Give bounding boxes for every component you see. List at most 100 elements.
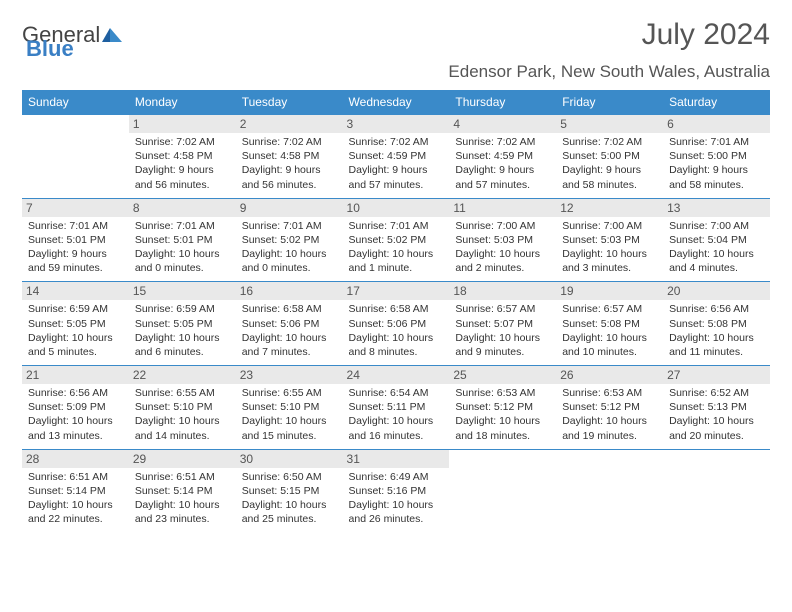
day-info-line: Daylight: 10 hours [242,331,337,345]
day-info-line: Sunset: 5:10 PM [135,400,230,414]
day-info-line: Sunrise: 6:51 AM [28,470,123,484]
day-number: 9 [236,199,343,217]
day-number: 14 [22,282,129,300]
day-info-line: and 13 minutes. [28,429,123,443]
day-info-line: and 3 minutes. [562,261,657,275]
location-text: Edensor Park, New South Wales, Australia [22,62,770,82]
calendar-day-cell: 8Sunrise: 7:01 AMSunset: 5:01 PMDaylight… [129,198,236,282]
day-info-line: Sunset: 5:02 PM [242,233,337,247]
calendar-day-cell: 1Sunrise: 7:02 AMSunset: 4:58 PMDaylight… [129,115,236,199]
day-number: 28 [22,450,129,468]
day-info-line: and 10 minutes. [562,345,657,359]
day-info-line: Sunrise: 7:01 AM [135,219,230,233]
day-info-line: and 2 minutes. [455,261,550,275]
day-number: 3 [343,115,450,133]
day-info-line: Sunrise: 6:55 AM [135,386,230,400]
calendar-day-cell: 10Sunrise: 7:01 AMSunset: 5:02 PMDayligh… [343,198,450,282]
day-number: 10 [343,199,450,217]
day-number: 24 [343,366,450,384]
calendar-week-row: .1Sunrise: 7:02 AMSunset: 4:58 PMDayligh… [22,115,770,199]
day-info-line: and 26 minutes. [349,512,444,526]
calendar-day-cell: . [556,449,663,532]
calendar-day-cell: 29Sunrise: 6:51 AMSunset: 5:14 PMDayligh… [129,449,236,532]
day-info-line: Sunset: 5:08 PM [562,317,657,331]
day-info-line: Sunrise: 7:01 AM [669,135,764,149]
day-info-line: Sunset: 4:58 PM [135,149,230,163]
day-info-line: Daylight: 10 hours [135,498,230,512]
calendar-day-cell: 17Sunrise: 6:58 AMSunset: 5:06 PMDayligh… [343,282,450,366]
day-info-line: and 1 minute. [349,261,444,275]
day-info-line: Sunrise: 7:02 AM [135,135,230,149]
day-info-line: Sunrise: 6:53 AM [455,386,550,400]
calendar-body: . 1Sunrise: 7:02 AMSunset: 4:58 PMDayligh… [22,115,770,533]
day-header: Thursday [449,90,556,115]
calendar-day-cell: 26Sunrise: 6:53 AMSunset: 5:12 PMDayligh… [556,366,663,450]
day-number: 31 [343,450,450,468]
day-info-line: Sunset: 5:12 PM [455,400,550,414]
day-info-line: Daylight: 10 hours [135,331,230,345]
day-header: Tuesday [236,90,343,115]
day-info-line: Daylight: 10 hours [349,331,444,345]
day-info-line: Sunset: 5:07 PM [455,317,550,331]
day-number: 25 [449,366,556,384]
day-info-line: Daylight: 10 hours [669,247,764,261]
calendar-week-row: 7Sunrise: 7:01 AMSunset: 5:01 PMDaylight… [22,198,770,282]
day-info-line: Sunrise: 6:59 AM [28,302,123,316]
day-number: 21 [22,366,129,384]
day-info-line: Sunrise: 6:51 AM [135,470,230,484]
day-number: 11 [449,199,556,217]
day-info-line: and 4 minutes. [669,261,764,275]
logo-triangle-icon [102,22,122,48]
day-number: 7 [22,199,129,217]
day-info-line: Sunrise: 6:57 AM [562,302,657,316]
calendar-day-cell: 7Sunrise: 7:01 AMSunset: 5:01 PMDaylight… [22,198,129,282]
day-info-line: Sunrise: 6:58 AM [242,302,337,316]
day-header: Saturday [663,90,770,115]
calendar-day-cell: 27Sunrise: 6:52 AMSunset: 5:13 PMDayligh… [663,366,770,450]
day-info-line: Daylight: 10 hours [669,331,764,345]
day-info-line: Daylight: 10 hours [562,414,657,428]
logo-text-blue: Blue [26,36,74,61]
calendar-day-cell: 9Sunrise: 7:01 AMSunset: 5:02 PMDaylight… [236,198,343,282]
calendar-day-cell: 31Sunrise: 6:49 AMSunset: 5:16 PMDayligh… [343,449,450,532]
day-info-line: and 8 minutes. [349,345,444,359]
day-info-line: and 9 minutes. [455,345,550,359]
day-info-line: Daylight: 10 hours [562,331,657,345]
day-info-line: Sunset: 5:01 PM [28,233,123,247]
calendar-day-cell: 4Sunrise: 7:02 AMSunset: 4:59 PMDaylight… [449,115,556,199]
day-number: 27 [663,366,770,384]
day-info-line: Sunrise: 6:55 AM [242,386,337,400]
day-info-line: Sunrise: 6:54 AM [349,386,444,400]
day-info-line: Daylight: 10 hours [135,247,230,261]
day-info-line: and 58 minutes. [562,178,657,192]
day-info-line: Sunrise: 6:56 AM [28,386,123,400]
day-number: 20 [663,282,770,300]
calendar-day-cell: 5Sunrise: 7:02 AMSunset: 5:00 PMDaylight… [556,115,663,199]
day-number: 30 [236,450,343,468]
day-info-line: and 56 minutes. [242,178,337,192]
day-info-line: Daylight: 10 hours [562,247,657,261]
calendar-day-cell: 28Sunrise: 6:51 AMSunset: 5:14 PMDayligh… [22,449,129,532]
day-info-line: Sunrise: 7:01 AM [28,219,123,233]
day-info-line: Daylight: 10 hours [242,414,337,428]
calendar-day-cell: 15Sunrise: 6:59 AMSunset: 5:05 PMDayligh… [129,282,236,366]
day-info-line: and 0 minutes. [135,261,230,275]
day-info-line: Sunrise: 7:02 AM [242,135,337,149]
day-info-line: Sunset: 5:14 PM [135,484,230,498]
day-info-line: Sunset: 5:05 PM [28,317,123,331]
day-info-line: Sunrise: 6:58 AM [349,302,444,316]
day-info-line: and 57 minutes. [455,178,550,192]
day-info-line: Daylight: 10 hours [242,498,337,512]
calendar-day-cell: 20Sunrise: 6:56 AMSunset: 5:08 PMDayligh… [663,282,770,366]
day-info-line: Sunrise: 7:02 AM [349,135,444,149]
day-info-line: and 59 minutes. [28,261,123,275]
day-info-line: Sunset: 5:00 PM [562,149,657,163]
day-info-line: Sunset: 5:09 PM [28,400,123,414]
calendar-day-cell: 13Sunrise: 7:00 AMSunset: 5:04 PMDayligh… [663,198,770,282]
day-info-line: Sunrise: 7:01 AM [242,219,337,233]
day-info-line: Daylight: 9 hours [349,163,444,177]
day-header: Sunday [22,90,129,115]
day-info-line: Daylight: 10 hours [349,247,444,261]
day-info-line: Sunset: 5:08 PM [669,317,764,331]
day-info-line: Sunset: 4:59 PM [349,149,444,163]
